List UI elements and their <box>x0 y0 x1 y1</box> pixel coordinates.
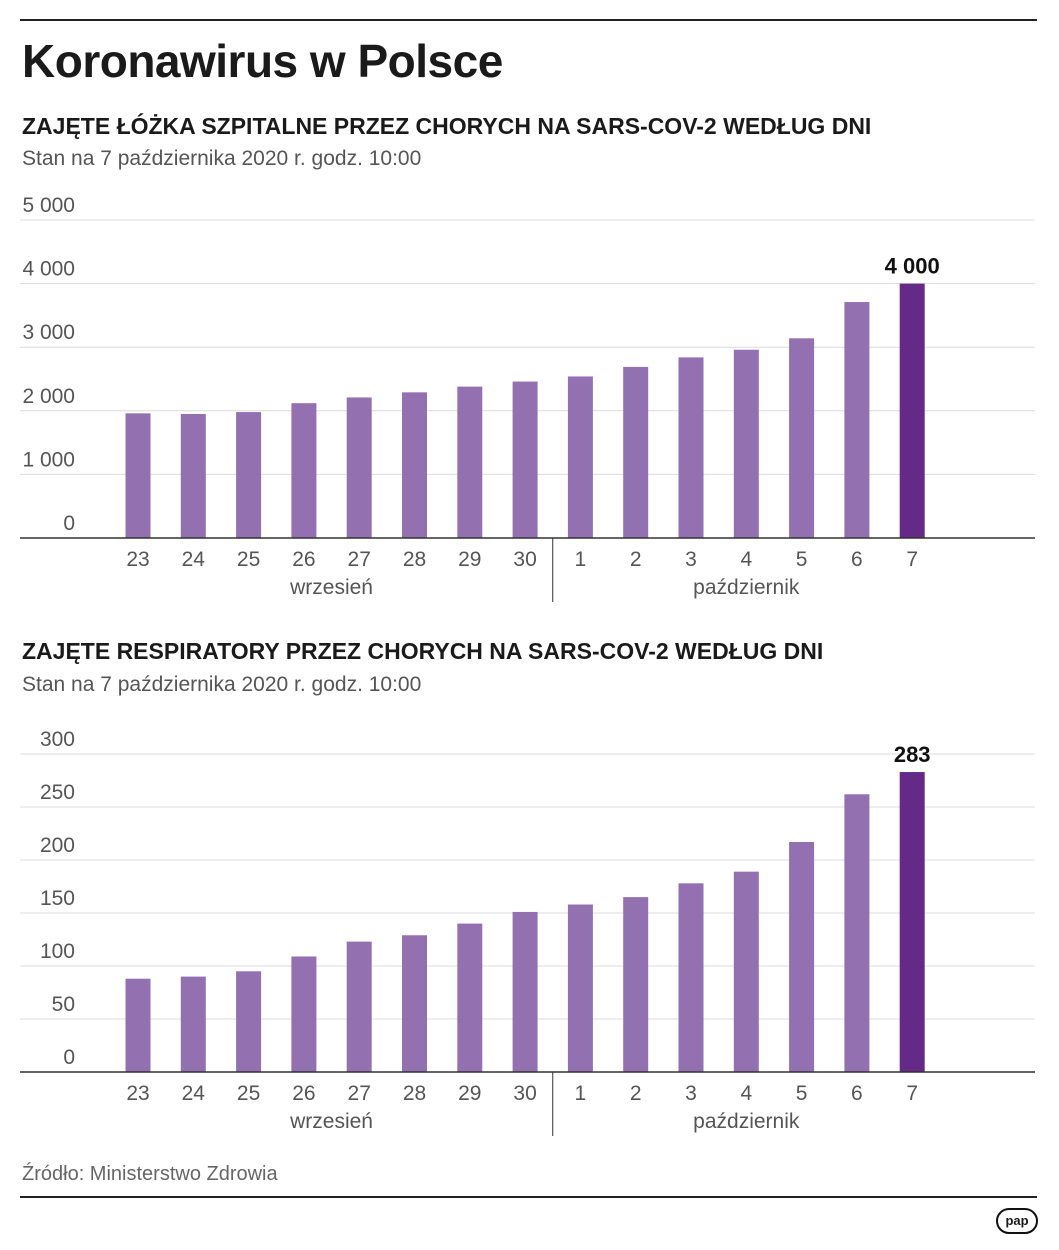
pap-logo: pap <box>996 1208 1038 1234</box>
chart-2-subtitle: Stan na 7 października 2020 r. godz. 10:… <box>22 673 422 696</box>
bar-23-chart2 <box>125 978 151 1072</box>
x-tick-label: 1 <box>575 548 587 571</box>
x-tick-label: 4 <box>740 1082 752 1105</box>
x-tick-label: 29 <box>458 548 481 571</box>
bar-1-chart1 <box>567 376 593 538</box>
x-tick-label: 24 <box>182 548 206 571</box>
bottom-rule <box>20 1196 1037 1198</box>
bar-5-chart1 <box>789 338 815 538</box>
x-tick-label: 28 <box>403 548 426 571</box>
x-tick-label: 5 <box>796 1082 808 1105</box>
y-tick-label: 0 <box>63 1046 75 1069</box>
y-tick-label: 4 000 <box>22 258 75 281</box>
x-tick-label: 3 <box>685 548 697 571</box>
highlight-data-label: 4 000 <box>885 254 940 279</box>
x-tick-label: 28 <box>403 1082 426 1105</box>
x-tick-label: 2 <box>630 1082 642 1105</box>
bar-29-chart1 <box>457 386 483 538</box>
month-label: wrzesień <box>289 576 373 599</box>
y-tick-label: 200 <box>40 834 75 857</box>
bar-29-chart2 <box>457 923 483 1072</box>
bar-27-chart1 <box>346 397 372 538</box>
x-tick-label: 7 <box>906 548 918 571</box>
x-tick-label: 23 <box>126 548 149 571</box>
chart-1-subtitle: Stan na 7 października 2020 r. godz. 10:… <box>22 147 422 170</box>
bar-28-chart2 <box>402 935 427 1072</box>
bar-3-chart2 <box>678 883 704 1072</box>
bar-7-chart1 <box>899 283 925 538</box>
bar-25-chart1 <box>236 412 262 538</box>
bar-7-chart2 <box>899 772 925 1072</box>
bar-2-chart2 <box>623 897 649 1072</box>
bar-26-chart2 <box>291 956 317 1072</box>
page-title: Koronawirus w Polsce <box>22 35 503 87</box>
y-tick-label: 0 <box>63 512 75 535</box>
source-note: Źródło: Ministerstwo Zdrowia <box>22 1163 278 1185</box>
x-tick-label: 7 <box>906 1082 918 1105</box>
x-tick-label: 24 <box>182 1082 206 1105</box>
bar-25-chart2 <box>236 971 262 1072</box>
x-tick-label: 4 <box>740 548 752 571</box>
bar-30-chart1 <box>512 381 538 538</box>
chart-1-title: ZAJĘTE ŁÓŻKA SZPITALNE PRZEZ CHORYCH NA … <box>22 113 872 139</box>
y-tick-label: 300 <box>40 728 75 751</box>
bar-28-chart1 <box>402 392 427 538</box>
bar-1-chart2 <box>567 904 593 1072</box>
bar-2-chart1 <box>623 366 649 538</box>
bar-5-chart2 <box>789 841 815 1072</box>
x-tick-label: 6 <box>851 1082 863 1105</box>
x-tick-label: 6 <box>851 548 863 571</box>
x-tick-label: 29 <box>458 1082 481 1105</box>
bar-23-chart1 <box>125 413 151 538</box>
y-tick-label: 250 <box>40 781 75 804</box>
bar-24-chart2 <box>180 976 206 1072</box>
top-rule <box>20 19 1037 21</box>
x-tick-label: 3 <box>685 1082 697 1105</box>
y-tick-label: 150 <box>40 887 75 910</box>
x-tick-label: 23 <box>126 1082 149 1105</box>
bar-27-chart2 <box>346 941 372 1072</box>
y-tick-label: 100 <box>40 940 75 963</box>
y-tick-label: 3 000 <box>22 321 75 344</box>
month-label: październik <box>693 1110 800 1133</box>
bar-4-chart1 <box>733 349 759 538</box>
bar-26-chart1 <box>291 403 317 538</box>
x-tick-label: 25 <box>237 548 260 571</box>
x-tick-label: 1 <box>575 1082 587 1105</box>
x-tick-label: 5 <box>796 548 808 571</box>
x-tick-label: 26 <box>292 1082 315 1105</box>
bar-30-chart2 <box>512 911 538 1072</box>
x-tick-label: 27 <box>348 548 371 571</box>
month-label: październik <box>693 576 800 599</box>
y-tick-label: 5 000 <box>22 194 75 217</box>
y-tick-label: 2 000 <box>22 385 75 408</box>
x-tick-label: 26 <box>292 548 315 571</box>
bar-4-chart2 <box>733 871 759 1072</box>
x-tick-label: 30 <box>513 1082 536 1105</box>
bar-3-chart1 <box>678 357 704 538</box>
highlight-data-label: 283 <box>894 742 931 767</box>
y-tick-label: 1 000 <box>22 448 75 471</box>
bar-24-chart1 <box>180 413 206 538</box>
x-tick-label: 25 <box>237 1082 260 1105</box>
y-tick-label: 50 <box>52 993 75 1016</box>
month-label: wrzesień <box>289 1110 373 1133</box>
bar-6-chart2 <box>844 794 870 1072</box>
x-tick-label: 27 <box>348 1082 371 1105</box>
bar-6-chart1 <box>844 302 870 538</box>
x-tick-label: 2 <box>630 548 642 571</box>
x-tick-label: 30 <box>513 548 536 571</box>
chart-2-title: ZAJĘTE RESPIRATORY PRZEZ CHORYCH NA SARS… <box>22 638 824 664</box>
